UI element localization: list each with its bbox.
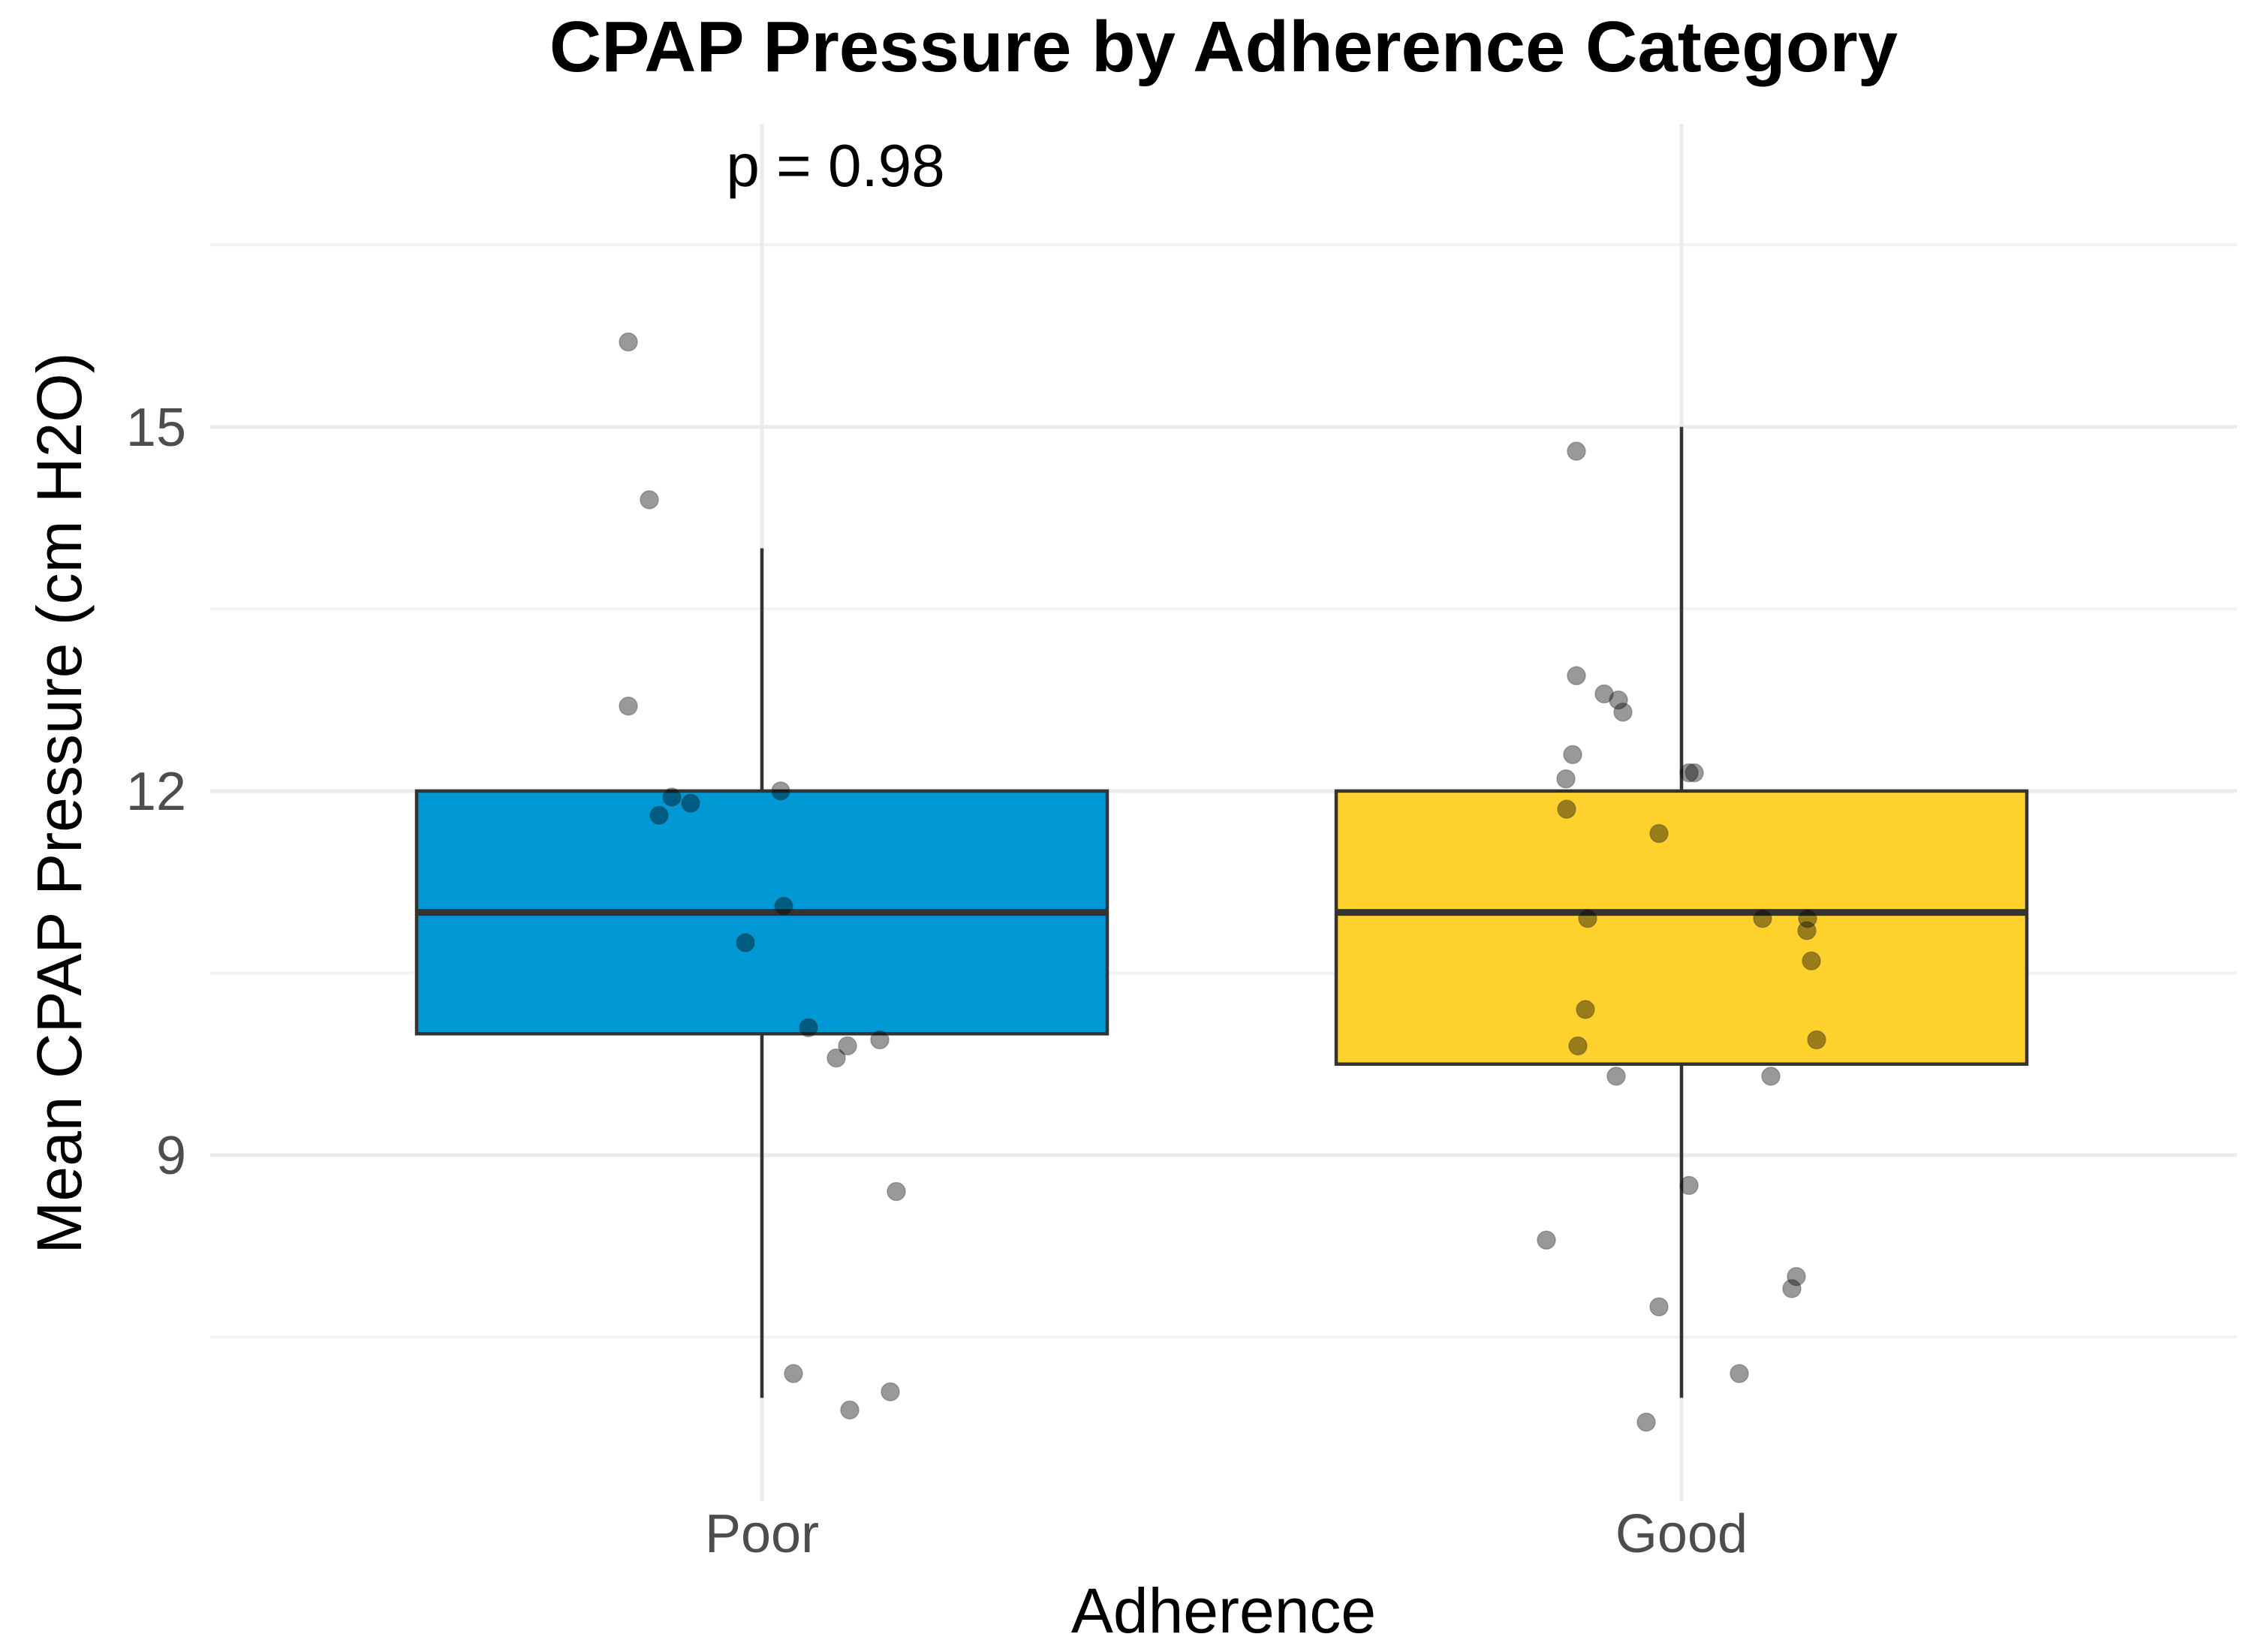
iqr-box bbox=[1334, 789, 2029, 1066]
data-point-poor bbox=[870, 1030, 890, 1050]
data-point-poor bbox=[799, 1018, 818, 1037]
data-point-poor bbox=[784, 1364, 803, 1383]
data-point-good bbox=[1563, 745, 1582, 765]
data-point-good bbox=[1753, 908, 1772, 928]
data-point-good bbox=[1578, 908, 1597, 928]
data-point-poor bbox=[619, 332, 638, 352]
data-point-poor bbox=[649, 805, 669, 825]
data-point-poor bbox=[887, 1181, 906, 1202]
y-tick-label: 12 bbox=[126, 762, 186, 822]
data-point-good bbox=[1567, 666, 1586, 686]
tick-layer: 9 12 15 Poor Good bbox=[126, 398, 1748, 1564]
data-point-good bbox=[1649, 823, 1669, 844]
box-layer bbox=[414, 426, 2029, 1398]
data-point-good bbox=[1609, 690, 1628, 710]
data-point-good bbox=[1807, 1030, 1826, 1050]
data-point-poor bbox=[881, 1382, 900, 1402]
data-point-poor bbox=[640, 490, 659, 510]
chart-title: CPAP Pressure by Adherence Category bbox=[549, 7, 1898, 87]
x-tick-label: Good bbox=[1615, 1504, 1748, 1564]
data-point-good bbox=[1679, 763, 1699, 783]
data-point-good bbox=[1730, 1364, 1749, 1383]
data-point-good bbox=[1679, 1175, 1699, 1196]
data-point-good bbox=[1557, 799, 1576, 819]
boxplot-good bbox=[1334, 426, 2029, 1398]
data-point-good bbox=[1568, 1036, 1588, 1056]
data-point-good bbox=[1761, 1067, 1781, 1086]
y-axis-label: Mean CPAP Pressure (cm H2O) bbox=[24, 352, 95, 1253]
x-tick-label: Poor bbox=[705, 1504, 819, 1564]
data-point-good bbox=[1594, 684, 1614, 704]
data-point-good bbox=[1798, 908, 1817, 928]
x-axis-label: Adherence bbox=[1071, 1575, 1376, 1646]
data-point-good bbox=[1649, 1297, 1669, 1316]
data-point-poor bbox=[662, 787, 682, 807]
boxplot-poor bbox=[414, 548, 1109, 1398]
data-point-good bbox=[1556, 769, 1576, 789]
data-point-poor bbox=[619, 696, 638, 716]
data-point-poor bbox=[838, 1036, 857, 1056]
data-point-good bbox=[1636, 1412, 1656, 1432]
data-point-good bbox=[1802, 951, 1821, 971]
data-point-good bbox=[1684, 763, 1704, 783]
data-point-poor bbox=[771, 781, 790, 801]
data-point-poor bbox=[826, 1048, 846, 1068]
data-point-poor bbox=[681, 793, 700, 813]
data-point-good bbox=[1537, 1230, 1556, 1250]
p-value-annotation: p = 0.98 bbox=[726, 132, 944, 199]
data-point-poor bbox=[774, 896, 793, 916]
data-point-good bbox=[1787, 1266, 1806, 1286]
data-point-good bbox=[1576, 1000, 1595, 1019]
data-point-good bbox=[1613, 703, 1633, 722]
data-point-good bbox=[1567, 441, 1586, 461]
data-point-poor bbox=[736, 933, 755, 952]
y-tick-label: 9 bbox=[156, 1126, 186, 1186]
data-point-poor bbox=[840, 1400, 860, 1420]
data-point-good bbox=[1797, 921, 1817, 940]
data-point-good bbox=[1782, 1279, 1802, 1298]
y-tick-label: 15 bbox=[126, 398, 186, 458]
point-layer bbox=[619, 332, 1826, 1432]
data-point-good bbox=[1606, 1067, 1626, 1086]
